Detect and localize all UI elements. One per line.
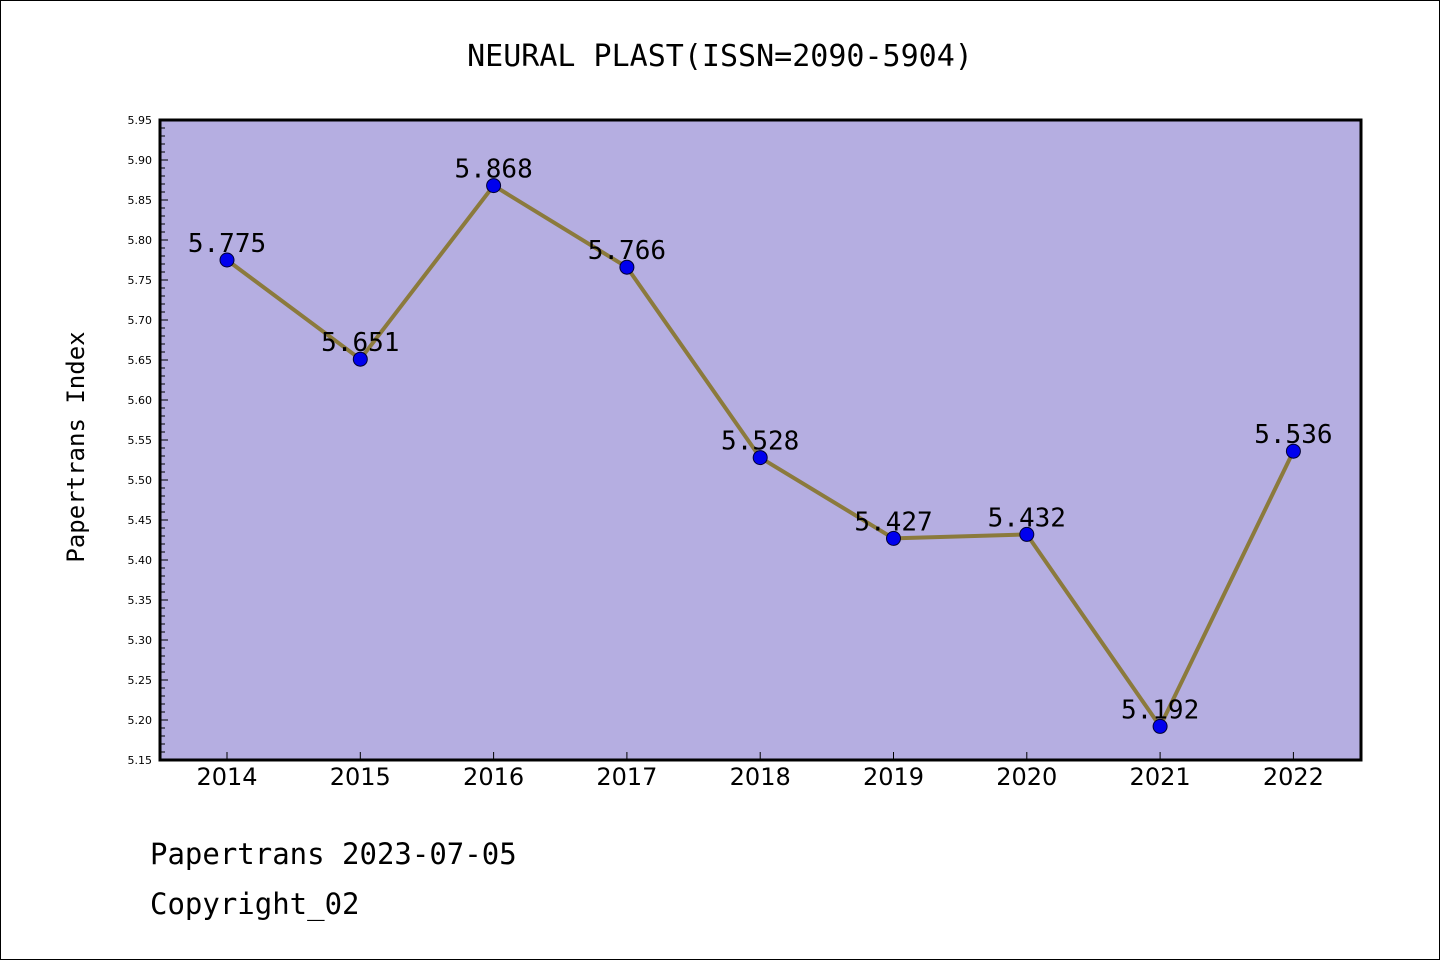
y-tick-label: 5.15 — [128, 754, 153, 767]
footer-copyright: Copyright_02 — [150, 887, 360, 922]
data-label: 5.766 — [588, 236, 666, 266]
y-tick-label: 5.55 — [128, 434, 153, 447]
x-tick-label: 2019 — [863, 763, 924, 791]
data-point — [886, 530, 901, 546]
data-point — [619, 259, 635, 275]
y-tick-label: 5.90 — [128, 154, 153, 167]
data-label: 5.432 — [988, 503, 1066, 533]
data-point — [219, 252, 235, 268]
y-tick-label: 5.45 — [128, 514, 153, 527]
data-label: 5.651 — [321, 328, 399, 358]
y-tick-label: 5.25 — [128, 674, 153, 687]
y-tick-label: 5.20 — [128, 714, 153, 727]
data-point — [352, 351, 368, 367]
x-tick-label: 2021 — [1130, 763, 1191, 791]
y-tick-label: 5.95 — [128, 114, 153, 127]
y-tick-label: 5.50 — [128, 474, 153, 487]
y-tick-label: 5.65 — [128, 354, 153, 367]
data-point — [1285, 443, 1301, 459]
data-point — [752, 450, 768, 466]
y-tick-label: 5.70 — [128, 314, 153, 327]
y-tick-label: 5.75 — [128, 274, 153, 287]
data-label: 5.192 — [1121, 695, 1199, 725]
plot-area — [160, 120, 1361, 760]
x-tick-label: 2018 — [730, 763, 791, 791]
y-axis-label: Papertrans Index — [62, 331, 90, 562]
plot-border — [158, 118, 1363, 762]
y-tick-label: 5.40 — [128, 554, 153, 567]
x-tick-label: 2017 — [596, 763, 657, 791]
y-tick-label: 5.80 — [128, 234, 153, 247]
x-tick-label: 2020 — [996, 763, 1057, 791]
data-label: 5.868 — [454, 155, 532, 185]
x-tick-label: 2015 — [330, 763, 391, 791]
data-label: 5.427 — [854, 507, 932, 537]
chart-title: NEURAL PLAST(ISSN=2090-5904) — [467, 39, 973, 74]
data-label: 5.536 — [1254, 420, 1332, 450]
data-label: 5.528 — [721, 427, 799, 457]
footer-date: Papertrans 2023-07-05 — [150, 837, 517, 871]
y-tick-label: 5.35 — [128, 594, 153, 607]
x-tick-label: 2014 — [196, 763, 257, 791]
y-tick-label: 5.30 — [128, 634, 153, 647]
data-label: 5.775 — [188, 229, 266, 259]
x-tick-label: 2022 — [1263, 763, 1324, 791]
data-point — [1019, 526, 1035, 542]
x-tick-label: 2016 — [463, 763, 524, 791]
y-tick-label: 5.60 — [128, 394, 153, 407]
data-point — [1152, 718, 1168, 734]
data-point — [486, 178, 502, 194]
y-tick-label: 5.85 — [128, 194, 153, 207]
